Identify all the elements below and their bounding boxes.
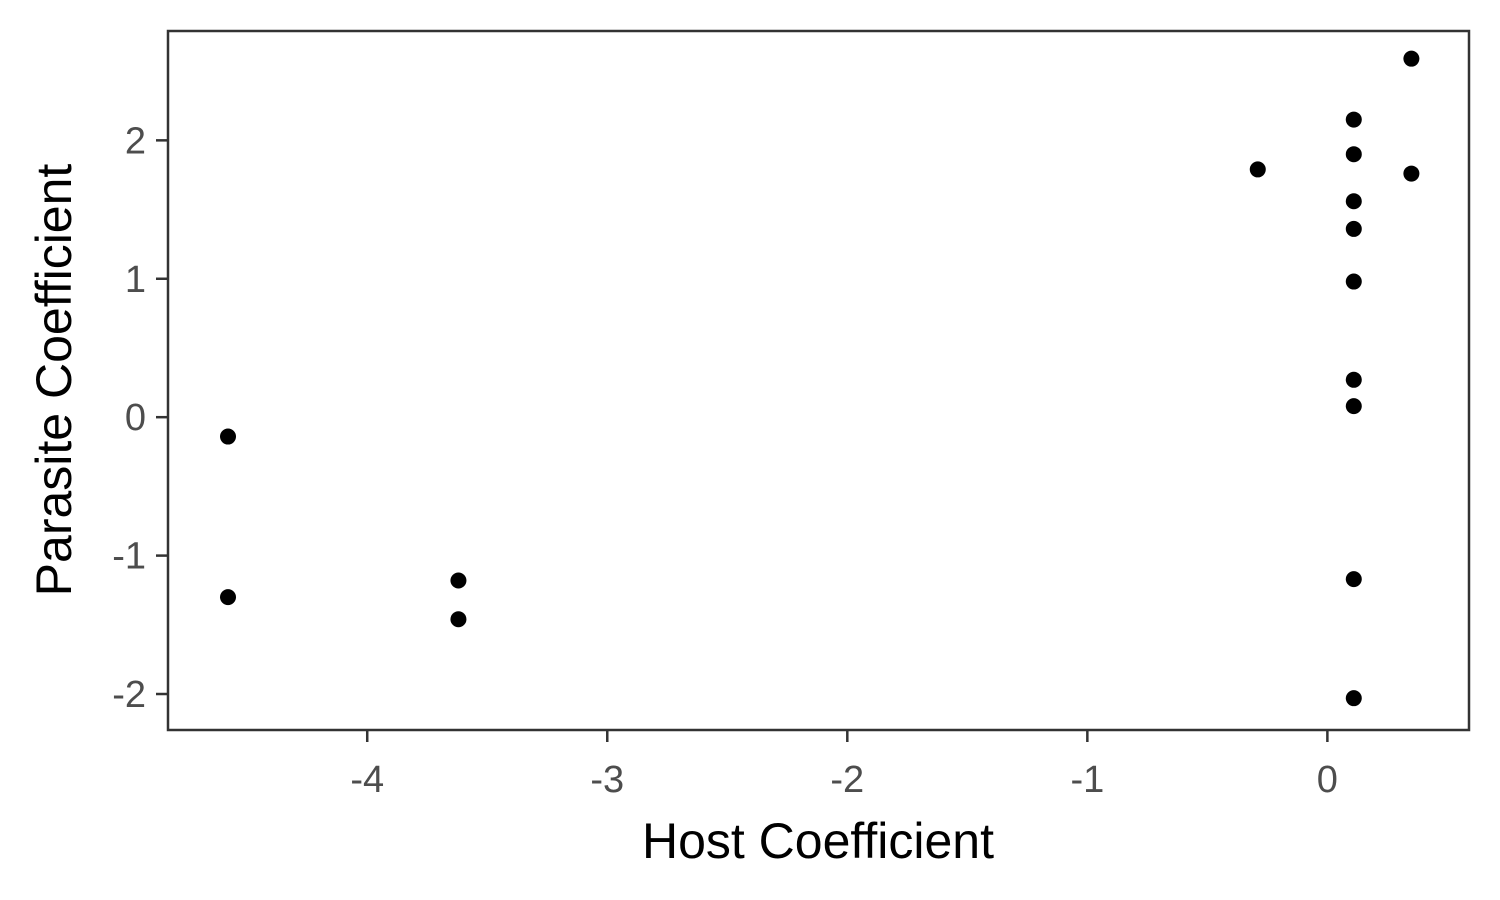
data-point [1345, 220, 1362, 237]
data-point [1249, 161, 1266, 178]
y-axis-title: Parasite Coefficient [26, 164, 82, 597]
x-tick-label: -4 [350, 759, 384, 801]
y-tick-label: -2 [112, 674, 146, 716]
data-point [1345, 111, 1362, 128]
data-point [1403, 50, 1420, 67]
x-axis-ticks: -4 -3 -2 -1 0 [350, 730, 1338, 801]
data-point [1403, 165, 1420, 182]
data-point [1345, 690, 1362, 707]
x-axis-title: Host Coefficient [642, 813, 994, 869]
data-point [1345, 398, 1362, 415]
y-tick-label: 1 [125, 259, 146, 301]
y-tick-label: -1 [112, 536, 146, 578]
x-tick-label: -1 [1070, 759, 1104, 801]
x-tick-label: 0 [1317, 759, 1338, 801]
data-point [1345, 371, 1362, 388]
data-point [1345, 146, 1362, 163]
panel-frame [166, 29, 1471, 732]
data-points [220, 50, 1420, 707]
data-point [450, 572, 467, 589]
data-point [220, 589, 237, 606]
data-point [220, 428, 237, 445]
data-point [1345, 571, 1362, 588]
y-axis-ticks: -2 -1 0 1 2 [112, 120, 168, 716]
x-tick-label: -2 [830, 759, 864, 801]
y-tick-label: 2 [125, 120, 146, 162]
y-tick-label: 0 [125, 397, 146, 439]
data-point [1345, 273, 1362, 290]
data-point [450, 611, 467, 628]
x-tick-label: -3 [590, 759, 624, 801]
data-point [1345, 193, 1362, 210]
